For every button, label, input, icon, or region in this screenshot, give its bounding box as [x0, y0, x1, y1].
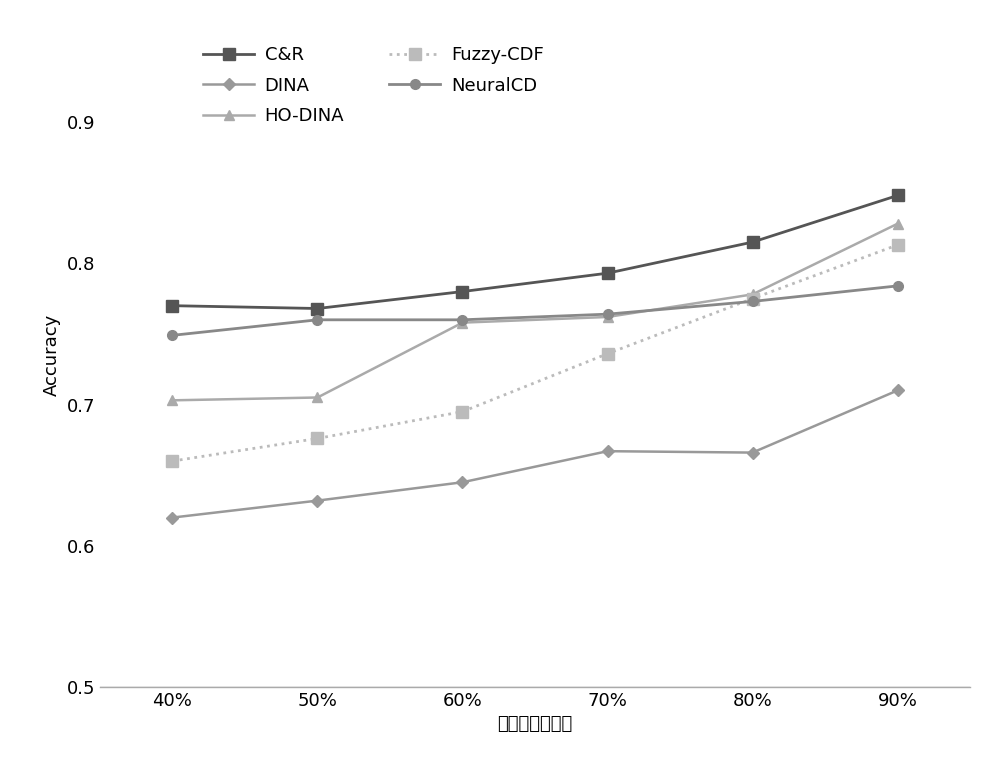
Fuzzy-CDF	[166, 456, 178, 466]
DINA	[892, 386, 904, 395]
HO-DINA	[892, 219, 904, 229]
X-axis label: 训练集数据比例: 训练集数据比例	[497, 716, 573, 733]
C&R	[456, 287, 468, 296]
NeuralCD	[746, 296, 759, 306]
HO-DINA	[311, 393, 323, 402]
NeuralCD	[311, 315, 323, 324]
NeuralCD	[456, 315, 468, 324]
DINA	[311, 496, 323, 505]
C&R	[311, 304, 323, 313]
Fuzzy-CDF	[602, 349, 614, 358]
HO-DINA	[746, 290, 759, 299]
Line: DINA: DINA	[168, 386, 902, 522]
C&R	[602, 269, 614, 278]
Line: NeuralCD: NeuralCD	[168, 281, 902, 340]
C&R	[892, 191, 904, 200]
DINA	[166, 513, 178, 522]
Line: Fuzzy-CDF: Fuzzy-CDF	[167, 239, 903, 466]
NeuralCD	[166, 330, 178, 340]
DINA	[746, 448, 759, 457]
Y-axis label: Accuracy: Accuracy	[43, 314, 61, 396]
HO-DINA	[456, 318, 468, 327]
C&R	[746, 238, 759, 247]
Legend: C&R, DINA, HO-DINA, Fuzzy-CDF, NeuralCD, : C&R, DINA, HO-DINA, Fuzzy-CDF, NeuralCD,	[196, 39, 551, 133]
Fuzzy-CDF	[456, 407, 468, 416]
NeuralCD	[602, 310, 614, 319]
C&R	[166, 301, 178, 310]
Line: C&R: C&R	[167, 190, 903, 314]
Fuzzy-CDF	[311, 434, 323, 443]
HO-DINA	[166, 396, 178, 405]
HO-DINA	[602, 313, 614, 322]
Fuzzy-CDF	[892, 240, 904, 249]
NeuralCD	[892, 281, 904, 290]
Line: HO-DINA: HO-DINA	[168, 219, 902, 405]
DINA	[602, 446, 614, 455]
Fuzzy-CDF	[746, 294, 759, 303]
DINA	[456, 478, 468, 487]
